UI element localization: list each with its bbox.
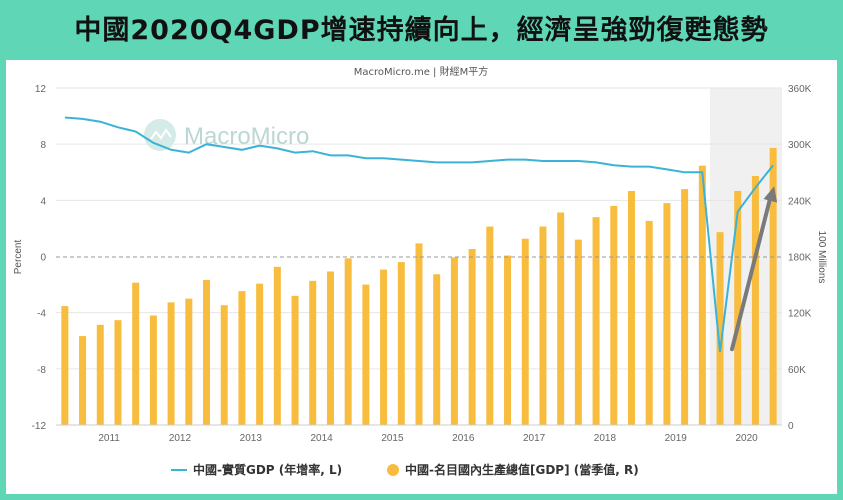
gdp-bar[interactable] bbox=[734, 190, 742, 425]
y-axis-right: 0 60K 120K 180K 240K 300K 360K bbox=[788, 84, 812, 432]
y-left-tick-label: -4 bbox=[37, 309, 46, 320]
chart-panel: MacroMicro.me | 財經M平方 MacroMicro 12 8 4 0 -4… bbox=[6, 60, 837, 494]
legend-item-bar[interactable]: 中國-名目國內生產總值[GDP] (當季值, R) bbox=[387, 462, 639, 477]
y-right-tick-label: 120K bbox=[788, 309, 812, 320]
gdp-bar[interactable] bbox=[450, 257, 458, 425]
x-tick-label: 2014 bbox=[310, 433, 333, 444]
bar-series bbox=[61, 147, 777, 426]
gdp-bar[interactable] bbox=[273, 266, 281, 425]
y-right-tick-label: 360K bbox=[788, 84, 812, 95]
gdp-bar[interactable] bbox=[167, 302, 175, 425]
chart-subtitle: MacroMicro.me | 財經M平方 bbox=[354, 65, 488, 78]
gdp-bar[interactable] bbox=[380, 269, 388, 425]
watermark-logo: MacroMicro bbox=[144, 119, 309, 151]
y-left-tick-label: -8 bbox=[37, 365, 46, 376]
legend-line-label: 中國-實質GDP (年增率, L) bbox=[193, 462, 342, 477]
y-axis-left-label: Percent bbox=[13, 240, 24, 275]
y-left-tick-label: -12 bbox=[32, 421, 47, 432]
gdp-bar[interactable] bbox=[433, 274, 441, 425]
gdp-bar[interactable] bbox=[309, 280, 317, 425]
gdp-bar[interactable] bbox=[291, 295, 299, 425]
x-axis: 2011 2012 2013 2014 2015 2016 2017 2018 2019 2020 bbox=[56, 424, 782, 444]
gdp-bar[interactable] bbox=[504, 255, 512, 425]
gdp-bar[interactable] bbox=[769, 147, 777, 425]
gdp-bar[interactable] bbox=[610, 205, 618, 425]
gdp-bar[interactable] bbox=[326, 271, 334, 425]
y-right-tick-label: 60K bbox=[788, 365, 806, 376]
gdp-bar[interactable] bbox=[397, 262, 405, 425]
y-axis-right-label: 100 Millions bbox=[816, 231, 827, 284]
y-right-tick-label: 240K bbox=[788, 196, 812, 207]
gdp-bar[interactable] bbox=[256, 283, 264, 425]
x-tick-label: 2019 bbox=[665, 433, 688, 444]
gdp-bar[interactable] bbox=[698, 165, 706, 426]
gdp-bar[interactable] bbox=[468, 249, 476, 425]
gdp-bar[interactable] bbox=[114, 320, 122, 425]
line-series-real-gdp bbox=[64, 116, 774, 353]
y-left-tick-label: 12 bbox=[35, 84, 47, 95]
x-tick-label: 2012 bbox=[169, 433, 192, 444]
y-left-tick-label: 0 bbox=[40, 253, 46, 264]
gdp-bar[interactable] bbox=[79, 336, 87, 425]
gdp-bar[interactable] bbox=[486, 226, 494, 425]
x-tick-label: 2011 bbox=[98, 433, 120, 444]
watermark-chart-icon bbox=[150, 128, 172, 140]
legend-item-line[interactable]: 中國-實質GDP (年增率, L) bbox=[171, 462, 342, 477]
gdp-bar[interactable] bbox=[220, 305, 228, 425]
gdp-bar[interactable] bbox=[362, 284, 370, 425]
trend-arrow bbox=[730, 186, 778, 352]
gdp-bar[interactable] bbox=[185, 298, 193, 425]
gdp-bar[interactable] bbox=[415, 243, 423, 425]
page-title: 中國2020Q4GDP增速持續向上，經濟呈強勁復甦態勢 bbox=[74, 15, 769, 46]
gdp-bar[interactable] bbox=[203, 279, 211, 425]
x-tick-label: 2017 bbox=[523, 433, 546, 444]
legend-bar-label: 中國-名目國內生產總值[GDP] (當季值, R) bbox=[405, 462, 639, 477]
gdp-bar[interactable] bbox=[61, 306, 69, 425]
x-tick-label: 2020 bbox=[735, 433, 758, 444]
legend-bar-symbol bbox=[387, 464, 399, 476]
gdp-bar[interactable] bbox=[681, 189, 689, 425]
trend-arrow-shaft bbox=[730, 192, 774, 352]
gdp-bar[interactable] bbox=[539, 226, 547, 425]
y-left-tick-label: 8 bbox=[40, 140, 46, 151]
gdp-chart: MacroMicro.me | 財經M平方 MacroMicro 12 8 4 0 -4… bbox=[13, 65, 827, 477]
gdp-bar[interactable] bbox=[96, 324, 104, 425]
y-left-tick-label: 4 bbox=[40, 196, 46, 207]
x-tick-label: 2013 bbox=[240, 433, 263, 444]
gdp-bar[interactable] bbox=[149, 315, 157, 425]
gdp-bar[interactable] bbox=[132, 282, 140, 425]
y-right-tick-label: 300K bbox=[788, 140, 812, 151]
gdp-bar[interactable] bbox=[344, 258, 352, 425]
gdp-bar[interactable] bbox=[716, 232, 724, 425]
x-tick-label: 2016 bbox=[452, 433, 475, 444]
gdp-bar[interactable] bbox=[627, 190, 635, 425]
trend-arrow-head bbox=[763, 186, 778, 203]
gdp-bar[interactable] bbox=[751, 175, 759, 425]
gdp-bar[interactable] bbox=[592, 217, 600, 425]
y-right-tick-label: 0 bbox=[788, 421, 794, 432]
gdp-bar[interactable] bbox=[645, 220, 653, 425]
x-tick-label: 2015 bbox=[381, 433, 404, 444]
y-axis-left: 12 8 4 0 -4 -8 -12 bbox=[32, 84, 47, 432]
gdp-bar[interactable] bbox=[663, 203, 671, 425]
x-tick-label: 2018 bbox=[594, 433, 617, 444]
gdp-bar[interactable] bbox=[238, 291, 246, 425]
y-right-tick-label: 180K bbox=[788, 253, 812, 264]
legend: 中國-實質GDP (年增率, L) 中國-名目國內生產總值[GDP] (當季值,… bbox=[171, 462, 639, 477]
gdp-bar[interactable] bbox=[521, 238, 529, 425]
gdp-bar[interactable] bbox=[557, 212, 565, 425]
gdp-bar[interactable] bbox=[574, 239, 582, 425]
